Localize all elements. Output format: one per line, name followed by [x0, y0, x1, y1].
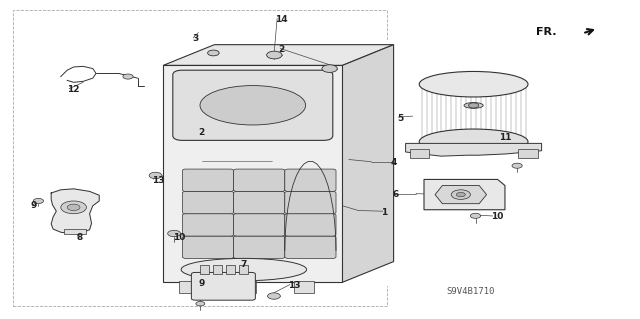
- Circle shape: [468, 103, 479, 108]
- FancyBboxPatch shape: [234, 214, 285, 236]
- FancyBboxPatch shape: [182, 214, 234, 236]
- Circle shape: [512, 163, 522, 168]
- Text: 2: 2: [198, 128, 205, 137]
- Text: 11: 11: [499, 133, 512, 142]
- Text: 5: 5: [397, 114, 403, 122]
- Text: 10: 10: [492, 212, 504, 221]
- Polygon shape: [435, 186, 486, 204]
- Circle shape: [267, 51, 282, 59]
- Bar: [213, 265, 222, 274]
- Text: 2: 2: [278, 45, 285, 54]
- Text: 8: 8: [77, 233, 83, 242]
- FancyBboxPatch shape: [234, 191, 285, 214]
- FancyBboxPatch shape: [234, 169, 285, 191]
- Text: 7: 7: [240, 260, 246, 269]
- FancyBboxPatch shape: [234, 236, 285, 258]
- FancyBboxPatch shape: [285, 236, 336, 258]
- Circle shape: [456, 192, 465, 197]
- Ellipse shape: [419, 129, 528, 155]
- Text: FR.: FR.: [536, 27, 557, 37]
- Circle shape: [149, 172, 162, 179]
- Text: 14: 14: [275, 15, 288, 24]
- Bar: [237, 281, 256, 293]
- FancyBboxPatch shape: [182, 169, 234, 191]
- Bar: [163, 65, 342, 282]
- Circle shape: [196, 301, 205, 306]
- Text: S9V4B1710: S9V4B1710: [446, 287, 495, 296]
- Bar: [13, 10, 387, 306]
- Bar: [239, 265, 248, 274]
- Text: 3: 3: [192, 34, 198, 43]
- Polygon shape: [163, 45, 394, 65]
- Text: 6: 6: [392, 190, 399, 199]
- Polygon shape: [406, 144, 541, 156]
- Text: 12: 12: [67, 85, 80, 94]
- Text: 4: 4: [390, 158, 397, 167]
- Text: 9: 9: [198, 279, 205, 288]
- Bar: [410, 149, 429, 159]
- Text: 13: 13: [152, 176, 164, 185]
- FancyBboxPatch shape: [182, 236, 234, 258]
- Circle shape: [207, 50, 219, 56]
- Bar: [200, 265, 209, 274]
- Text: 1: 1: [381, 208, 387, 217]
- Circle shape: [470, 213, 481, 219]
- FancyBboxPatch shape: [173, 70, 333, 140]
- Text: 9: 9: [31, 201, 37, 210]
- Circle shape: [61, 201, 86, 214]
- FancyBboxPatch shape: [182, 191, 234, 214]
- FancyBboxPatch shape: [285, 214, 336, 236]
- Text: 13: 13: [288, 281, 301, 290]
- Bar: [413, 65, 534, 148]
- Circle shape: [123, 74, 133, 79]
- FancyBboxPatch shape: [191, 272, 255, 300]
- Circle shape: [322, 65, 337, 72]
- FancyBboxPatch shape: [285, 191, 336, 214]
- Polygon shape: [51, 189, 99, 234]
- FancyBboxPatch shape: [285, 169, 336, 191]
- Bar: [64, 229, 86, 234]
- Bar: [518, 149, 538, 159]
- Circle shape: [168, 230, 180, 237]
- Bar: [179, 281, 198, 293]
- Text: 10: 10: [173, 233, 185, 242]
- Circle shape: [33, 198, 44, 204]
- Bar: [226, 265, 235, 274]
- Ellipse shape: [181, 258, 307, 281]
- Bar: [294, 281, 314, 293]
- Circle shape: [268, 293, 280, 299]
- Circle shape: [67, 204, 80, 211]
- Circle shape: [451, 190, 470, 199]
- Bar: [157, 41, 400, 286]
- Ellipse shape: [200, 85, 306, 125]
- Polygon shape: [424, 179, 505, 210]
- Ellipse shape: [464, 103, 483, 108]
- Ellipse shape: [419, 71, 528, 97]
- Polygon shape: [342, 45, 394, 282]
